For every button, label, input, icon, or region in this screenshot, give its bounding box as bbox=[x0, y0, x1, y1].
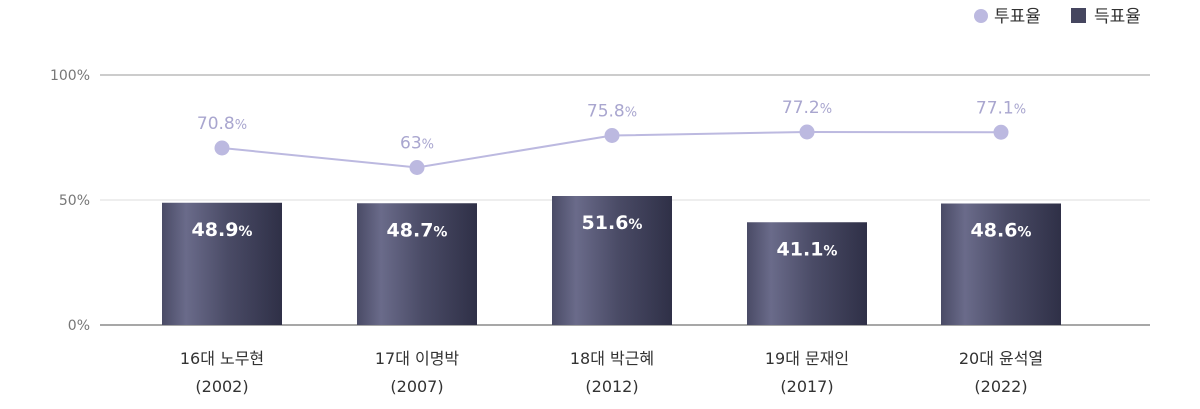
turnout-value-label: 70.8% bbox=[197, 114, 247, 134]
x-axis-labels: 16대 노무현 (2002) 17대 이명박 (2007) 18대 박근혜 (2012) 1… bbox=[180, 349, 1043, 396]
y-axis-ticks: 100% 50% 0% bbox=[50, 68, 90, 334]
turnout-value-label-unit: % bbox=[820, 102, 832, 117]
bars bbox=[162, 196, 1061, 325]
vote-share-bar bbox=[747, 222, 867, 325]
x-tick-label-name: 20대 윤석열 bbox=[959, 349, 1043, 368]
turnout-point bbox=[214, 140, 230, 156]
vote-share-bar bbox=[162, 202, 282, 325]
x-tick-label-year: (2007) bbox=[390, 377, 443, 396]
vote-share-value-label: 48.9% bbox=[192, 219, 253, 241]
turnout-point bbox=[993, 124, 1009, 140]
vote-share-value-label: 48.7% bbox=[387, 219, 448, 241]
x-tick-label-year: (2017) bbox=[780, 377, 833, 396]
vote-share-value-label-number: 48.6 bbox=[971, 220, 1018, 242]
turnout-value-label: 63% bbox=[400, 134, 434, 154]
legend-marker-vote-share bbox=[1071, 8, 1086, 23]
turnout-point bbox=[799, 124, 815, 140]
turnout-value-label-unit: % bbox=[625, 106, 637, 121]
x-tick-label-year: (2012) bbox=[585, 377, 638, 396]
y-tick-label: 50% bbox=[59, 193, 90, 209]
turnout-value-label: 75.8% bbox=[587, 102, 637, 122]
turnout-point bbox=[409, 160, 425, 175]
turnout-point bbox=[604, 128, 620, 143]
turnout-value-label-number: 63 bbox=[400, 134, 422, 154]
x-tick-label-name: 17대 이명박 bbox=[375, 349, 460, 368]
legend-label-vote-share: 득표율 bbox=[1094, 7, 1141, 27]
vote-share-bar bbox=[552, 196, 672, 325]
turnout-value-label-unit: % bbox=[422, 138, 434, 153]
vote-share-value-label: 51.6% bbox=[582, 212, 643, 234]
vote-share-value-label-number: 48.9 bbox=[192, 219, 239, 241]
vote-share-bar bbox=[357, 203, 477, 325]
legend: 투표율 득표율 bbox=[974, 7, 1141, 27]
vote-share-value-label-unit: % bbox=[628, 217, 642, 233]
y-tick-label: 100% bbox=[50, 68, 90, 84]
turnout-value-label: 77.2% bbox=[782, 98, 832, 118]
vote-share-value-label-number: 41.1 bbox=[777, 238, 824, 260]
vote-share-value-label-unit: % bbox=[433, 224, 447, 240]
y-tick-label: 0% bbox=[68, 318, 90, 334]
x-tick-label-name: 19대 문재인 bbox=[765, 349, 849, 368]
turnout-value-label-number: 70.8 bbox=[197, 114, 235, 134]
turnout-value-label-number: 77.1 bbox=[976, 98, 1014, 118]
bar-labels: 48.9% 48.7% 51.6%41.1%48.6% bbox=[192, 212, 1032, 260]
vote-share-value-label-number: 51.6 bbox=[582, 212, 629, 234]
vote-share-value-label-unit: % bbox=[823, 243, 837, 259]
legend-label-turnout: 투표율 bbox=[994, 7, 1041, 27]
x-tick-label-year: (2002) bbox=[195, 377, 248, 396]
vote-share-bar bbox=[941, 203, 1061, 325]
turnout-value-label-number: 77.2 bbox=[782, 98, 820, 118]
legend-marker-turnout bbox=[974, 9, 988, 23]
vote-share-value-label-unit: % bbox=[238, 224, 252, 240]
turnout-value-label: 77.1% bbox=[976, 98, 1026, 118]
turnout-line-series bbox=[214, 124, 1009, 175]
vote-share-value-label: 48.6% bbox=[971, 220, 1032, 242]
turnout-value-label-number: 75.8 bbox=[587, 102, 625, 122]
x-tick-label-year: (2022) bbox=[974, 377, 1027, 396]
vote-share-value-label-number: 48.7 bbox=[387, 219, 434, 241]
vote-share-value-label-unit: % bbox=[1017, 225, 1031, 241]
x-tick-label-name: 16대 노무현 bbox=[180, 349, 264, 368]
turnout-labels: 70.8%63%75.8% 77.2% 77.1% bbox=[197, 98, 1026, 154]
vote-share-value-label: 41.1% bbox=[777, 238, 838, 260]
x-tick-label-name: 18대 박근혜 bbox=[570, 349, 654, 368]
turnout-value-label-unit: % bbox=[235, 118, 247, 133]
turnout-value-label-unit: % bbox=[1014, 102, 1026, 117]
